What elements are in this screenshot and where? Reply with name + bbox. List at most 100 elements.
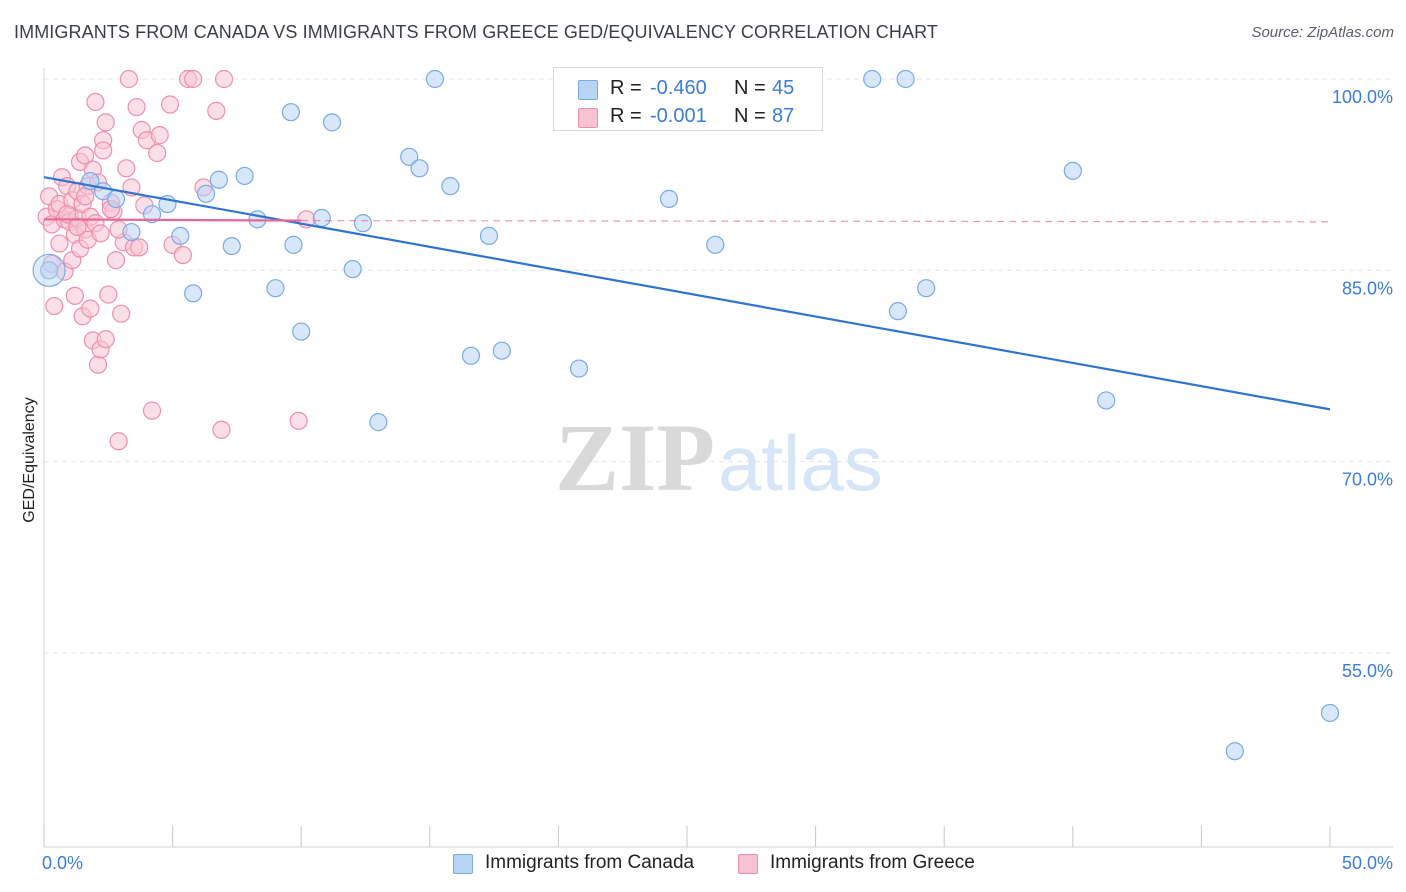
canada-point [122,222,141,242]
greece-point [119,69,138,89]
canada-point [400,147,419,166]
canada-point [353,214,373,233]
chart-title: IMMIGRANTS FROM CANADA VS IMMIGRANTS FRO… [14,22,938,42]
canada-point [896,69,915,89]
greece-point [289,411,308,430]
trend-layer [43,176,1331,411]
legend-n-value: 87 [772,105,795,127]
legend-n-label: N = [734,77,766,99]
greece-point [130,238,149,257]
bottom-legend-label-canada: Immigrants from Canada [485,852,695,873]
canada-point [343,259,362,279]
greece-series [37,69,316,451]
watermark: ZIP atlas [555,404,883,511]
grid-layer [44,78,1393,654]
canada-point [917,279,936,298]
canada-point [142,205,162,224]
canada-point [184,284,203,303]
canada-point [425,69,445,89]
greece-point [148,143,167,163]
greece-point [45,296,64,316]
watermark-atlas: atlas [718,419,883,507]
legend-n-label: N = [734,105,766,127]
canada-point [235,166,254,186]
y-axis-label: GED/Equivalency [21,397,38,523]
canada-point [1225,742,1244,761]
greece-point [106,251,126,270]
greece-point [86,92,105,112]
canada-point [40,261,59,280]
greece-point [212,420,231,439]
x-tick-label: 50.0% [1342,853,1393,873]
canada-point [492,341,511,360]
greece-point [96,330,115,349]
canada-point [1320,703,1340,723]
canada-point [479,226,499,245]
y-tick-label: 70.0% [1342,470,1393,490]
legend-r-value: -0.460 [650,77,707,99]
canada-point [266,279,285,298]
canada-point [106,189,126,209]
legend-r-value: -0.001 [650,105,707,127]
canada-point [292,322,311,341]
canada-point [222,236,241,256]
canada-point [196,184,216,203]
canada-point [322,113,342,132]
greece-point [207,101,226,120]
greece-point [214,69,234,89]
canada-trend-line [43,176,1331,411]
legend-r-label: R = [610,77,642,99]
greece-point [160,95,180,114]
greece-point [50,234,69,253]
canada-point [312,208,331,228]
bottom-legend-swatch-canada [453,854,473,874]
greece-trend-line [43,218,302,222]
canada-point [281,103,301,122]
canada-point [410,159,429,178]
bottom-legend-swatch-greece [738,854,758,874]
greece-point [76,146,95,165]
greece-point [76,187,95,206]
greece-point [94,141,113,160]
greece-point [127,97,146,117]
greece-point [65,286,84,305]
canada-point [706,235,725,254]
canada-point [1063,161,1082,180]
watermark-zip: ZIP [555,404,715,511]
x-tick-label: 0.0% [42,853,83,873]
greece-point [81,299,100,318]
y-tick-label: 100.0% [1332,87,1393,107]
greece-point [142,401,162,420]
greece-point [173,245,192,265]
canada-point [863,69,882,89]
greece-point [96,113,115,132]
bottom-legend-label-greece: Immigrants from Greece [770,852,975,873]
canada-point [171,226,190,245]
greece-point [109,432,128,451]
greece-point [112,304,131,323]
y-tick-label: 85.0% [1342,278,1393,298]
canada-point [1097,391,1116,410]
canada-point [659,189,679,209]
legend-r-label: R = [610,105,642,127]
canada-point [369,413,388,432]
tick-label-layer: 100.0% 85.0% 70.0% 55.0% 0.0% 50.0% [42,87,1393,873]
greece-point [88,355,108,374]
canada-point [569,359,589,378]
canada-series [32,69,1340,761]
greece-point [91,224,110,243]
canada-point [441,177,460,196]
y-tick-label: 55.0% [1342,661,1393,681]
greece-point [68,217,87,237]
canada-point [209,170,228,189]
canada-point [461,346,481,365]
legend-n-value: 45 [772,77,795,99]
greece-trend-extension [301,219,1331,223]
greece-point [117,159,136,178]
greece-point [184,69,203,89]
source-label: Source: ZipAtlas.com [1251,24,1394,41]
legend-swatch-canada [578,80,598,100]
legend-swatch-greece [578,108,598,128]
canada-point [888,302,908,321]
